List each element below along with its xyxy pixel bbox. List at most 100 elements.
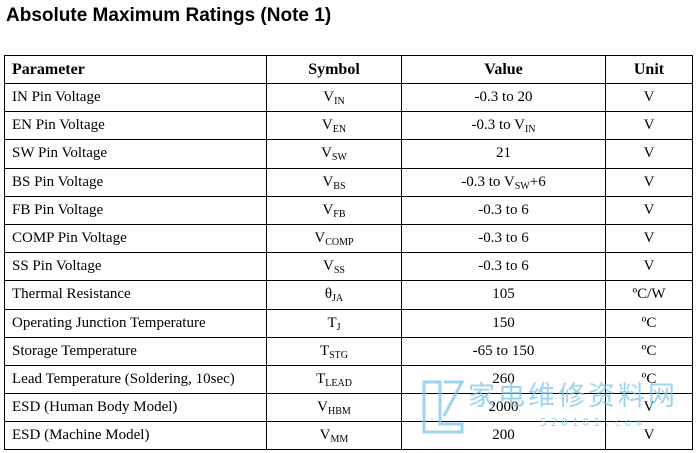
unit-cell: V	[605, 139, 693, 169]
symbol-main: T	[327, 314, 337, 331]
unit-cell: ºC	[605, 336, 693, 366]
value-cell: 105	[401, 280, 606, 310]
table-row: EN Pin Voltage VEN -0.3 to VIN V	[4, 111, 693, 141]
table-row: COMP Pin Voltage VCOMP -0.3 to 6 V	[4, 223, 693, 254]
unit-cell: V	[605, 195, 693, 225]
symbol-main: T	[319, 342, 330, 359]
symbol-cell: VCOMP	[266, 223, 402, 254]
symbol-subscript: JA	[332, 293, 344, 305]
parameter-cell: ESD (Human Body Model)	[4, 393, 267, 423]
symbol-main: V	[322, 201, 334, 218]
value-cell: -0.3 to VSW+6	[401, 167, 606, 197]
symbol-main: T	[316, 370, 326, 387]
symbol-cell: VSW	[266, 139, 402, 169]
table-row: BS Pin Voltage VBS -0.3 to VSW+6 V	[4, 167, 693, 197]
value-subscript: IN	[524, 124, 536, 136]
column-header-unit: Unit	[605, 55, 693, 84]
value-cell: 150	[401, 308, 606, 338]
symbol-main: V	[321, 117, 333, 134]
symbol-main: V	[322, 173, 334, 190]
parameter-cell: COMP Pin Voltage	[4, 223, 267, 254]
unit-cell: V	[605, 111, 693, 141]
parameter-cell: FB Pin Voltage	[4, 195, 267, 225]
table-row: Storage Temperature TSTG -65 to 150 ºC	[4, 336, 693, 366]
symbol-main: V	[319, 427, 331, 444]
column-header-value: Value	[401, 55, 606, 84]
table-row: Lead Temperature (Soldering, 10sec) TLEA…	[4, 364, 693, 395]
ratings-table: Parameter Symbol Value Unit IN Pin Volta…	[4, 55, 693, 451]
value-main: -0.3 to V	[461, 173, 515, 190]
parameter-cell: SW Pin Voltage	[4, 139, 267, 169]
table-row: ESD (Human Body Model) VHBM 2000 V	[4, 393, 693, 423]
table-row: FB Pin Voltage VFB -0.3 to 6 V	[4, 195, 693, 225]
parameter-cell: SS Pin Voltage	[4, 252, 267, 282]
symbol-cell: VMM	[266, 421, 402, 451]
value-cell: -0.3 to 6	[401, 195, 606, 225]
parameter-cell: IN Pin Voltage	[4, 82, 267, 113]
symbol-subscript: FB	[333, 208, 346, 220]
symbol-cell: VSS	[266, 252, 402, 282]
value-subscript: SW	[514, 180, 530, 192]
symbol-main: V	[323, 89, 335, 106]
value-cell: 200	[401, 421, 606, 451]
symbol-cell: TSTG	[266, 336, 402, 366]
parameter-cell: Thermal Resistance	[4, 280, 267, 310]
value-tail: +6	[529, 173, 546, 190]
parameter-cell: Lead Temperature (Soldering, 10sec)	[4, 364, 267, 395]
value-cell: 2000	[401, 393, 606, 423]
value-cell: 21	[401, 139, 606, 169]
symbol-subscript: LEAD	[325, 377, 352, 389]
table-row: ESD (Machine Model) VMM 200 V	[4, 421, 693, 451]
unit-cell: ºC	[605, 308, 693, 338]
symbol-cell: VBS	[266, 167, 402, 197]
unit-cell: V	[605, 223, 693, 254]
value-cell: -0.3 to 20	[401, 82, 606, 113]
unit-cell: V	[605, 252, 693, 282]
unit-cell: ºC/W	[605, 280, 693, 310]
symbol-subscript: J	[336, 321, 341, 333]
symbol-cell: TJ	[266, 308, 402, 338]
symbol-subscript: MM	[330, 434, 349, 446]
unit-cell: ºC	[605, 364, 693, 395]
parameter-cell: EN Pin Voltage	[4, 111, 267, 141]
unit-cell: V	[605, 421, 693, 451]
value-cell: -65 to 150	[401, 336, 606, 366]
symbol-subscript: HBM	[328, 406, 351, 418]
value-main: -0.3 to V	[471, 117, 525, 134]
table-row: Thermal Resistance θJA 105 ºC/W	[4, 280, 693, 310]
table-row: Operating Junction Temperature TJ 150 ºC	[4, 308, 693, 338]
value-cell: 260	[401, 364, 606, 395]
parameter-cell: BS Pin Voltage	[4, 167, 267, 197]
symbol-subscript: STG	[329, 349, 349, 361]
symbol-cell: VIN	[266, 82, 402, 113]
symbol-cell: VHBM	[266, 393, 402, 423]
page-title: Absolute Maximum Ratings (Note 1)	[6, 5, 332, 26]
parameter-cell: ESD (Machine Model)	[4, 421, 267, 451]
symbol-cell: TLEAD	[266, 364, 402, 395]
table-row: IN Pin Voltage VIN -0.3 to 20 V	[4, 82, 693, 113]
symbol-subscript: SW	[331, 152, 347, 164]
unit-cell: V	[605, 393, 693, 423]
symbol-subscript: BS	[333, 180, 346, 192]
column-header-symbol: Symbol	[266, 55, 402, 84]
parameter-cell: Storage Temperature	[4, 336, 267, 366]
table-row: SW Pin Voltage VSW 21 V	[4, 139, 693, 169]
symbol-cell: VEN	[266, 111, 402, 141]
symbol-cell: VFB	[266, 195, 402, 225]
symbol-main: V	[317, 399, 329, 416]
unit-cell: V	[605, 82, 693, 113]
symbol-main: V	[314, 230, 326, 247]
header-row: Parameter Symbol Value Unit	[4, 55, 693, 84]
symbol-subscript: IN	[334, 96, 345, 108]
value-cell: -0.3 to VIN	[401, 111, 606, 141]
unit-cell: V	[605, 167, 693, 197]
value-cell: -0.3 to 6	[401, 252, 606, 282]
symbol-cell: θJA	[266, 280, 402, 310]
table-row: SS Pin Voltage VSS -0.3 to 6 V	[4, 252, 693, 282]
parameter-cell: Operating Junction Temperature	[4, 308, 267, 338]
symbol-subscript: EN	[332, 124, 347, 136]
symbol-subscript: SS	[333, 265, 345, 277]
column-header-parameter: Parameter	[4, 55, 267, 84]
symbol-main: V	[323, 258, 334, 275]
value-cell: -0.3 to 6	[401, 223, 606, 254]
